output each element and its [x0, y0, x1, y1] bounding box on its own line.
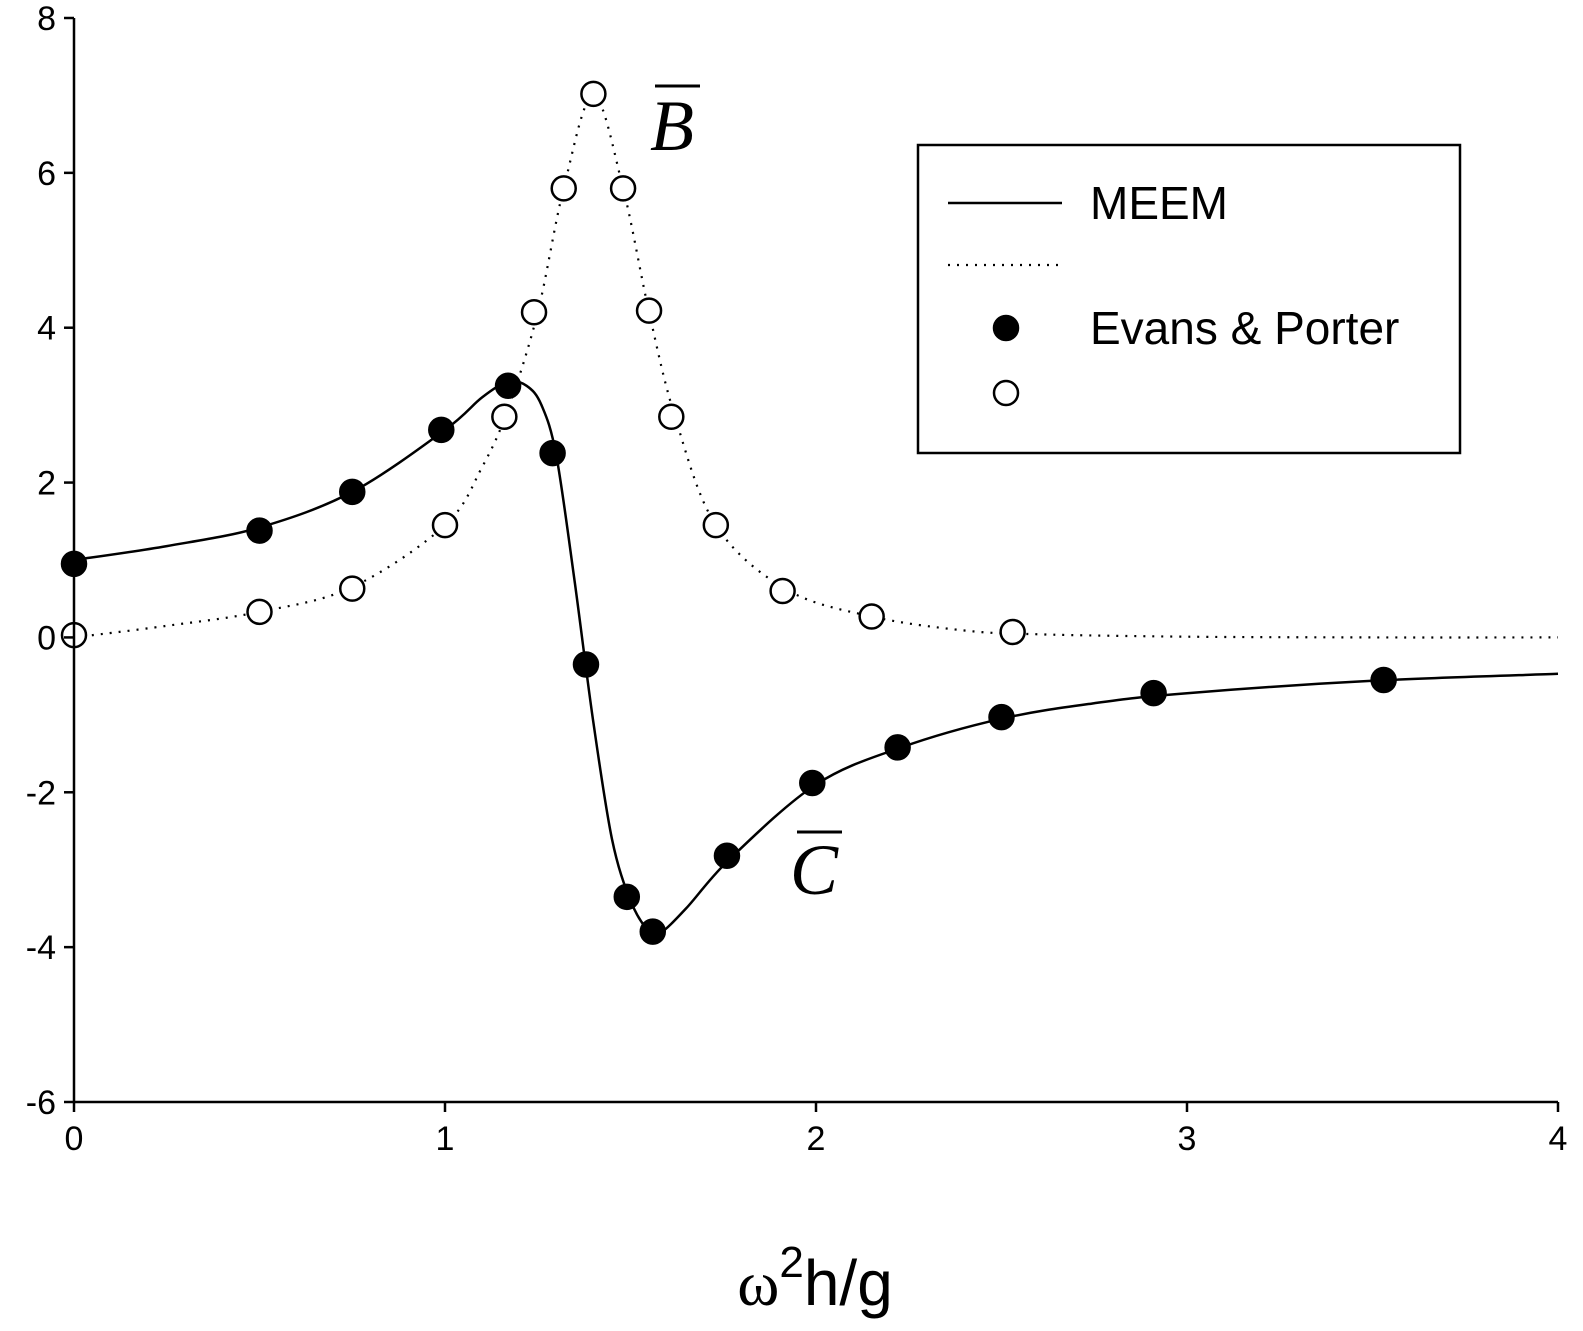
- x-tick-label: 2: [807, 1120, 826, 1158]
- x-axis-label-base: ω: [737, 1248, 779, 1319]
- series-line-b-meem: [73, 94, 1559, 639]
- data-point-b: [431, 511, 459, 539]
- legend-swatch-filled: [992, 314, 1020, 342]
- data-point-c: [428, 416, 455, 444]
- y-tick-label: 8: [37, 0, 56, 38]
- x-axis-label: ω2h/g: [737, 1238, 893, 1319]
- data-point-c: [613, 883, 641, 911]
- x-tick-label: 3: [1178, 1120, 1197, 1158]
- data-point-b: [635, 297, 663, 324]
- data-point-b: [339, 575, 366, 602]
- data-point-c: [494, 372, 522, 400]
- data-point-b: [609, 175, 637, 202]
- data-point-c: [799, 769, 826, 797]
- y-tick-label: 0: [37, 619, 56, 657]
- data-point-b: [702, 511, 730, 539]
- data-point-c: [713, 842, 741, 870]
- data-point-b: [769, 577, 796, 605]
- x-axis-label-rest: h/g: [804, 1247, 893, 1319]
- legend-swatch-open: [992, 379, 1020, 407]
- data-point-c: [339, 478, 366, 506]
- y-tick-label: 4: [37, 310, 56, 348]
- curve-label-b: B: [650, 86, 694, 166]
- x-tick-label: 1: [436, 1120, 455, 1158]
- data-point-c: [572, 651, 600, 678]
- y-tick-label: -6: [26, 1084, 56, 1122]
- y-tick-label: -4: [26, 929, 56, 967]
- data-point-c: [639, 918, 667, 945]
- legend: MEEM Evans & Porter: [916, 143, 1462, 455]
- data-point-b: [858, 603, 885, 630]
- data-point-c: [1140, 679, 1167, 707]
- y-tick-label: 6: [37, 155, 56, 193]
- data-point-b: [246, 598, 273, 626]
- y-tick-label: 2: [37, 465, 56, 503]
- data-point-c: [246, 517, 273, 544]
- data-point-c: [884, 734, 911, 761]
- x-tick-label: 0: [65, 1120, 84, 1158]
- data-point-b: [658, 403, 685, 431]
- x-tick-label: 4: [1549, 1120, 1568, 1158]
- data-point-b: [550, 175, 577, 202]
- legend-label: MEEM: [1090, 177, 1228, 229]
- legend-label: Evans & Porter: [1090, 302, 1399, 354]
- data-point-b: [580, 80, 607, 108]
- data-point-c: [1370, 666, 1397, 694]
- data-point-b: [491, 403, 518, 431]
- curve-label-c: C: [790, 830, 839, 910]
- y-tick-label: -2: [26, 774, 56, 812]
- plot-area: [60, 80, 1559, 945]
- x-axis-label-sup: 2: [779, 1238, 803, 1287]
- data-point-c: [539, 439, 566, 467]
- data-point-b: [520, 298, 548, 326]
- data-point-c: [988, 703, 1015, 731]
- data-point-b: [999, 618, 1026, 646]
